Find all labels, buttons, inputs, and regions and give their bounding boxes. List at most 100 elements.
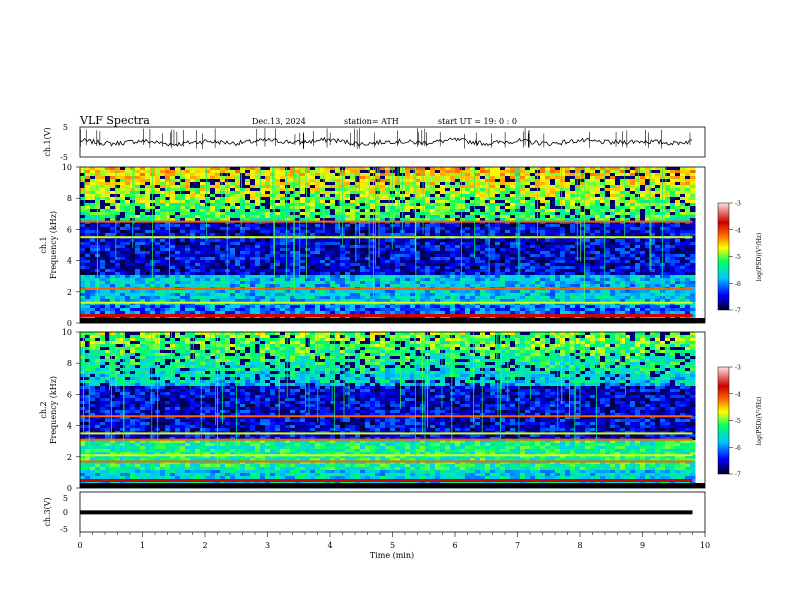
spectrogram-cell (550, 257, 556, 261)
spectrogram-cell (380, 242, 386, 246)
spectrogram-cell (465, 257, 471, 261)
spectrogram-cell (460, 245, 466, 249)
spectrogram-cell (125, 269, 131, 273)
spectrogram-cell (240, 227, 246, 231)
spectrogram-cell (125, 239, 131, 243)
spectrogram-cell (410, 176, 416, 180)
spectrogram-cell (250, 242, 256, 246)
spectrogram-cell (175, 203, 181, 207)
spectrogram-cell (185, 272, 191, 276)
spectrogram-cell (550, 275, 556, 279)
spectrogram-cell (440, 272, 446, 276)
spectrogram-cell (675, 248, 681, 252)
spectrogram-cell (665, 227, 671, 231)
spectrogram-cell (395, 251, 401, 255)
spectrogram-cell (480, 245, 486, 249)
spectrogram-cell (605, 233, 611, 237)
spectrogram-cell (520, 197, 526, 201)
spectrogram-cell (525, 230, 531, 234)
spectrogram-cell (310, 200, 316, 204)
spectrogram-cell (525, 266, 531, 270)
spectrogram-cell (440, 179, 446, 183)
spectrogram-cell (95, 242, 101, 246)
spectrogram-cell (505, 239, 511, 243)
spectrogram-cell (585, 230, 591, 234)
spectrogram-cell (365, 227, 371, 231)
spectrogram-cell (435, 233, 441, 237)
spectrogram-cell (390, 191, 396, 195)
spectrogram-cell (530, 248, 536, 252)
spectrogram-cell (335, 170, 341, 174)
spectrogram-cell (425, 197, 431, 201)
spectrogram-cell (230, 170, 236, 174)
spectrogram-cell (225, 233, 231, 237)
spectrogram-cell (315, 224, 321, 228)
spectrogram-cell (230, 269, 236, 273)
spectrogram-cell (385, 266, 391, 270)
spectrogram-cell (225, 269, 231, 273)
spectrogram-cell (170, 191, 176, 195)
spectrogram-cell (540, 203, 546, 207)
spectrogram-cell (205, 182, 211, 186)
spectrogram-cell (230, 263, 236, 267)
spectrogram-cell (215, 224, 221, 228)
spectrogram-cell (395, 281, 401, 285)
spectrogram-cell (525, 272, 531, 276)
spectrogram-cell (400, 248, 406, 252)
spectrogram-cell (465, 275, 471, 279)
spectrogram-cell (545, 197, 551, 201)
spectrogram-cell (150, 170, 156, 174)
spectrogram-cell (675, 272, 681, 276)
spectrogram-cell (370, 272, 376, 276)
spectrogram-cell (140, 275, 146, 279)
spectrogram-cell (240, 167, 246, 171)
spectrogram-cell (175, 284, 181, 288)
spectrogram-cell (675, 197, 681, 201)
spectrogram-cell (605, 275, 611, 279)
spectrogram-cell (200, 269, 206, 273)
spectrogram-cell (175, 266, 181, 270)
spectrogram-cell (480, 206, 486, 210)
spectrogram-cell (225, 203, 231, 207)
spectrogram-cell (560, 179, 566, 183)
spectrogram-cell (495, 200, 501, 204)
spectrogram-cell (390, 245, 396, 249)
spectrogram-cell (275, 260, 281, 264)
spectrogram-cell (595, 260, 601, 264)
spectrogram-cell (460, 254, 466, 258)
spectrogram-cell (450, 206, 456, 210)
spectrogram-cell (465, 212, 471, 216)
spectrogram-cell (245, 176, 251, 180)
spectrogram-cell (615, 233, 621, 237)
spectrogram-cell (170, 179, 176, 183)
spectrogram-cell (220, 266, 226, 270)
spectrogram-cell (545, 242, 551, 246)
spectrogram-cell (180, 284, 186, 288)
spectrogram-cell (395, 272, 401, 276)
spectrogram-cell (320, 203, 326, 207)
spectrogram-cell (350, 206, 356, 210)
spectrogram-cell (200, 215, 206, 219)
spectrogram-cell (665, 230, 671, 234)
spectrogram-cell (500, 242, 506, 246)
spectrogram-cell (495, 206, 501, 210)
spectrogram-cell (660, 275, 666, 279)
spectrogram-cell (605, 203, 611, 207)
spectrogram-cell (610, 215, 616, 219)
spectrogram-cell (570, 233, 576, 237)
spectrogram-cell (205, 257, 211, 261)
spectrogram-cell (360, 263, 366, 267)
spectrogram-cell (425, 206, 431, 210)
spectrogram-cell (430, 281, 436, 285)
spectrogram-cell (625, 257, 631, 261)
spectrogram-cell (565, 269, 571, 273)
spectrogram-cell (550, 263, 556, 267)
spectrogram-cell (455, 224, 461, 228)
spectrogram-cell (300, 191, 306, 195)
spectrogram-cell (210, 209, 216, 213)
spectrogram-cell (540, 242, 546, 246)
spectrogram-cell (135, 260, 141, 264)
spectrogram-cell (380, 197, 386, 201)
spectrogram-cell (235, 284, 241, 288)
spectrogram-cell (280, 215, 286, 219)
